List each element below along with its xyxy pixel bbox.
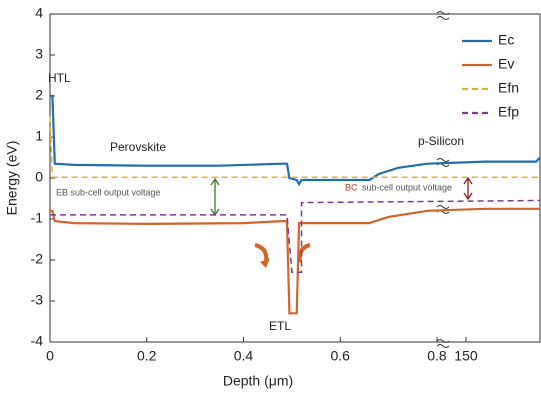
x-tick-label: 0.2	[137, 348, 157, 364]
annotation: ETL	[269, 319, 291, 333]
legend-label: Ec	[498, 32, 514, 48]
plot-frame	[49, 13, 541, 343]
y-tick-label: -1	[31, 210, 44, 226]
y-tick-label: -2	[31, 251, 44, 267]
y-tick-label: 0	[35, 169, 43, 185]
annotation: EB sub-cell output voltage	[56, 187, 161, 197]
annotation: HTL	[48, 71, 71, 85]
annotation: p-Silicon	[418, 134, 464, 148]
y-tick-label: -4	[31, 333, 44, 349]
y-tick-label: 1	[35, 128, 43, 144]
series-line	[50, 207, 540, 315]
y-tick-label: 3	[35, 46, 43, 62]
axis-break	[436, 11, 450, 348]
annotation: BC	[345, 182, 358, 192]
x-tick-label: 0.4	[234, 348, 254, 364]
y-tick-label: -3	[31, 292, 44, 308]
x-tick-label: 150	[454, 348, 478, 364]
y-tick-label: 4	[35, 5, 43, 21]
x-tick-label: 0.6	[330, 348, 350, 364]
legend-label: Ev	[498, 56, 514, 72]
y-axis-label: Energy (eV)	[4, 141, 20, 216]
legend-label: Efp	[498, 104, 519, 120]
series-line	[49, 116, 540, 178]
x-tick-label: 0	[46, 348, 54, 364]
y-tick-label: 2	[35, 87, 43, 103]
series-line	[50, 199, 541, 274]
annotation: Perovskite	[110, 140, 166, 154]
x-axis-label: Depth (μm)	[223, 373, 293, 389]
voltage-arrows	[210, 176, 473, 268]
annotation: sub-cell output voltage	[362, 182, 452, 192]
legend-label: Efn	[498, 80, 519, 96]
series-line	[50, 94, 541, 187]
x-tick-label: 0.8	[427, 348, 447, 364]
